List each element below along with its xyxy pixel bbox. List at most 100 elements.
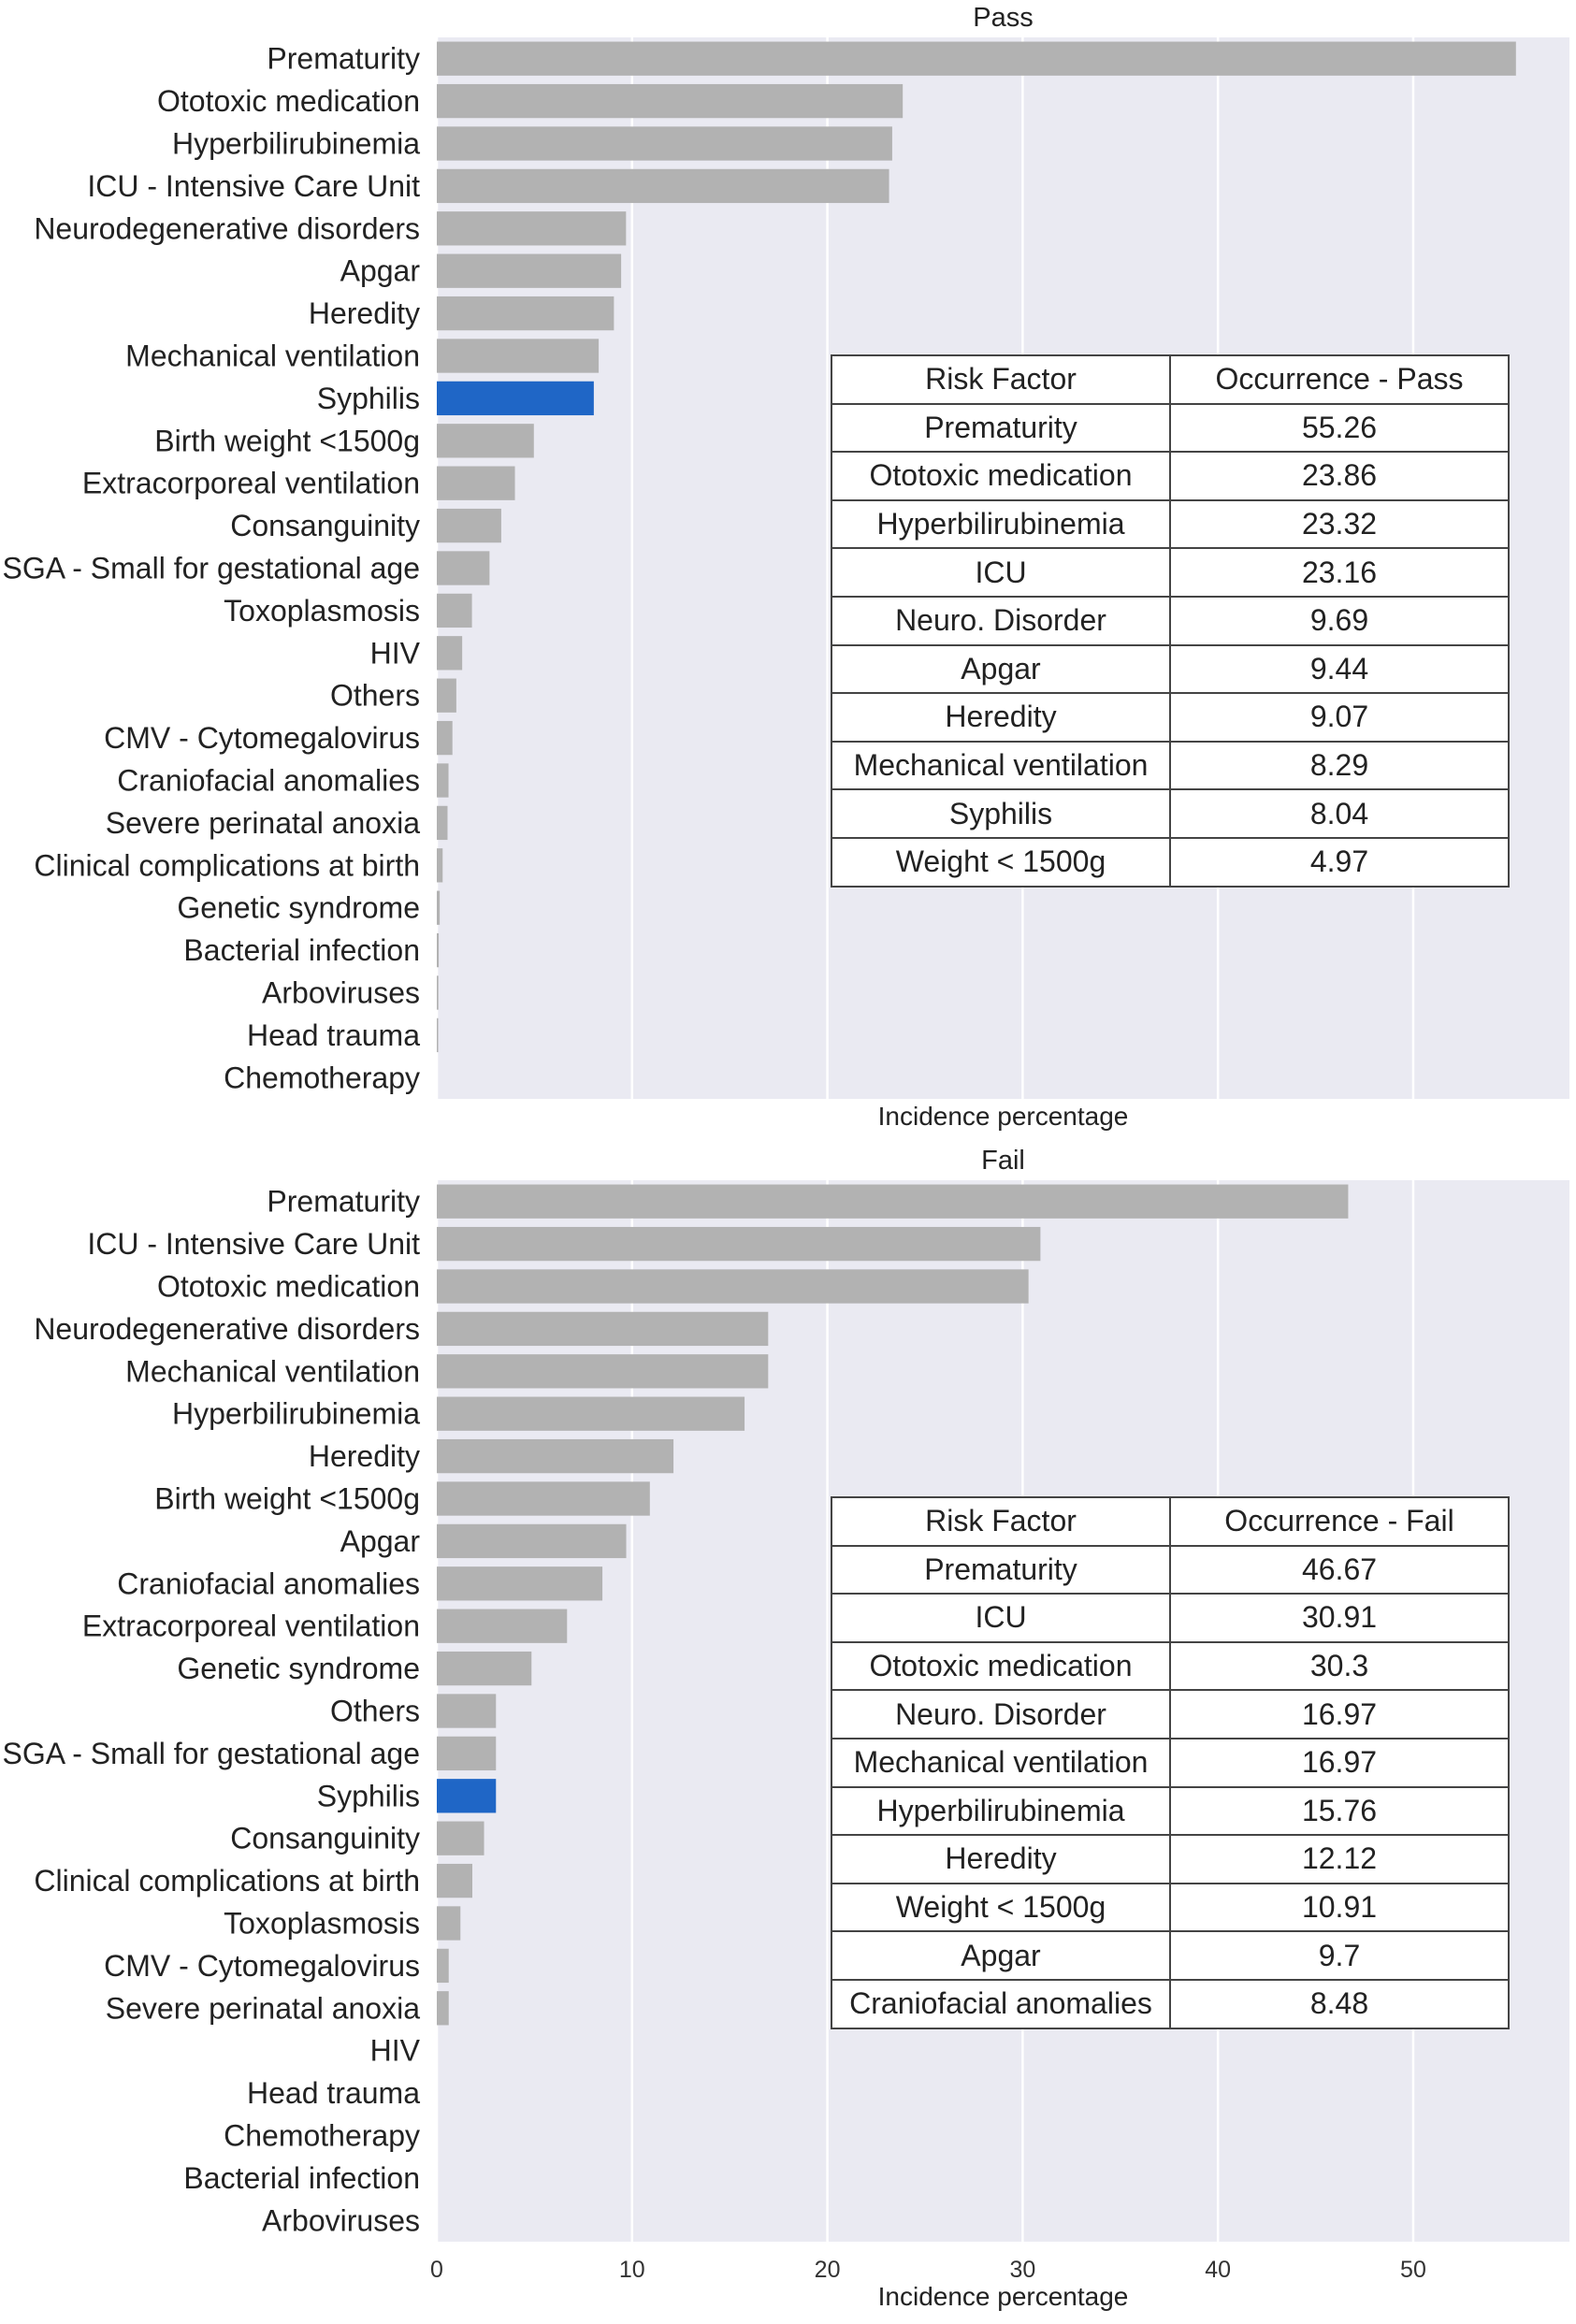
table-cell-factor: Neuro. Disorder	[831, 595, 1171, 646]
table-cell-value: 9.7	[1169, 1930, 1510, 1981]
fail-bar	[437, 1566, 603, 1601]
pass-category-label: SGA - Small for gestational age	[3, 552, 420, 585]
pass-chart-title: Pass	[973, 3, 1033, 33]
table-cell-value: 23.16	[1169, 547, 1510, 598]
fail-bar	[437, 1779, 497, 1813]
table-cell-factor: Neuro. Disorder	[831, 1689, 1171, 1739]
pass-category-label: Bacterial infection	[183, 933, 420, 967]
table-cell-value: 8.48	[1169, 1978, 1510, 2029]
pass-category-label: Ototoxic medication	[157, 84, 420, 118]
table-row: ICU 23.16	[831, 547, 1510, 598]
fail-bar	[437, 1948, 449, 1984]
table-cell-value: 46.67	[1169, 1544, 1510, 1595]
table-cell-factor: Prematurity	[831, 1544, 1171, 1595]
table-row: Mechanical ventilation 8.29	[831, 740, 1510, 791]
fail-x-tick-label: 0	[430, 2257, 443, 2283]
table-cell-value: 16.97	[1169, 1689, 1510, 1739]
table-cell-value: 23.86	[1169, 451, 1510, 501]
fail-bar	[437, 1736, 497, 1771]
fail-bar	[437, 1269, 1029, 1304]
table-cell-value: 10.91	[1169, 1882, 1510, 1933]
pass-bar	[437, 805, 448, 841]
table-row: Syphilis 8.04	[831, 788, 1510, 839]
fail-bar	[437, 1523, 627, 1559]
table-row: Apgar 9.7	[831, 1930, 1510, 1981]
pass-category-label: Birth weight <1500g	[154, 424, 420, 457]
table-cell-value: 12.12	[1169, 1834, 1510, 1884]
pass-bar	[437, 890, 441, 925]
pass-bar	[437, 168, 889, 204]
fail-table-header-factor: Risk Factor	[831, 1496, 1171, 1547]
fail-bar	[437, 1651, 532, 1686]
pass-category-label: Neurodegenerative disorders	[34, 211, 420, 245]
pass-bar	[437, 126, 892, 161]
pass-table: Risk Factor Occurrence - Pass Prematurit…	[831, 354, 1510, 888]
fail-bar	[437, 1481, 650, 1516]
table-cell-factor: Mechanical ventilation	[831, 740, 1171, 791]
fail-x-tick-label: 20	[815, 2257, 841, 2283]
table-cell-factor: Weight < 1500g	[831, 836, 1171, 888]
fail-category-label: Hyperbilirubinemia	[172, 1397, 420, 1431]
fail-category-label: Arboviruses	[262, 2203, 420, 2237]
pass-category-label: Arboviruses	[262, 976, 420, 1010]
table-row: Heredity 12.12	[831, 1834, 1510, 1884]
table-cell-value: 16.97	[1169, 1737, 1510, 1788]
table-row: Weight < 1500g 4.97	[831, 836, 1510, 888]
pass-category-label: Apgar	[340, 254, 421, 288]
pass-bar	[437, 678, 456, 713]
fail-category-label: SGA - Small for gestational age	[3, 1737, 420, 1770]
pass-bar	[437, 466, 515, 500]
fail-category-label: Syphilis	[317, 1779, 420, 1812]
table-cell-factor: Hyperbilirubinemia	[831, 498, 1171, 550]
pass-bar	[437, 975, 439, 1010]
table-row: Ototoxic medication 23.86	[831, 451, 1510, 501]
pass-x-axis-label: Incidence percentage	[878, 1102, 1129, 1131]
pass-category-label: Hyperbilirubinemia	[172, 127, 420, 161]
pass-bar	[437, 41, 1516, 76]
fail-category-label: Head trauma	[247, 2076, 420, 2110]
fail-category-label: Clinical complications at birth	[34, 1864, 420, 1898]
pass-category-label: Consanguinity	[230, 509, 420, 542]
pass-bar	[437, 551, 490, 585]
pass-category-label: Prematurity	[267, 42, 420, 76]
fail-category-label: Others	[330, 1695, 420, 1728]
table-cell-value: 15.76	[1169, 1785, 1510, 1837]
table-cell-value: 4.97	[1169, 836, 1510, 888]
pass-bar	[437, 211, 627, 246]
table-cell-factor: Ototoxic medication	[831, 1640, 1171, 1692]
pass-table-header: Risk Factor Occurrence - Pass	[831, 354, 1510, 405]
pass-category-label: Toxoplasmosis	[224, 594, 420, 628]
table-row: Neuro. Disorder 16.97	[831, 1689, 1510, 1739]
table-cell-value: 23.32	[1169, 498, 1510, 550]
table-row: ICU 30.91	[831, 1593, 1510, 1643]
fail-category-label: Toxoplasmosis	[224, 1907, 420, 1941]
fail-x-tick-label: 30	[1009, 2257, 1035, 2283]
fail-bar	[437, 1694, 497, 1728]
pass-category-label: Heredity	[309, 296, 420, 330]
table-cell-factor: Heredity	[831, 1834, 1171, 1884]
fail-category-label: Chemotherapy	[224, 2119, 420, 2153]
fail-x-axis-label: Incidence percentage	[878, 2282, 1129, 2311]
pass-category-label: Severe perinatal anoxia	[106, 806, 420, 840]
pass-category-label: Craniofacial anomalies	[117, 764, 420, 798]
table-cell-factor: Apgar	[831, 1930, 1171, 1981]
fail-category-label: Neurodegenerative disorders	[34, 1312, 420, 1346]
table-cell-factor: ICU	[831, 547, 1171, 598]
table-cell-factor: Apgar	[831, 643, 1171, 695]
pass-table-header-occurrence: Occurrence - Pass	[1169, 354, 1510, 405]
fail-category-label: Severe perinatal anoxia	[106, 1991, 420, 2025]
pass-category-label: CMV - Cytomegalovirus	[104, 721, 420, 755]
fail-bar	[437, 1609, 568, 1643]
pass-bar	[437, 1018, 439, 1053]
table-row: Mechanical ventilation 16.97	[831, 1737, 1510, 1788]
table-cell-factor: Syphilis	[831, 788, 1171, 839]
fail-bar	[437, 1906, 461, 1941]
table-row: Hyperbilirubinemia 23.32	[831, 498, 1510, 550]
table-cell-factor: Craniofacial anomalies	[831, 1978, 1171, 2029]
table-cell-value: 8.29	[1169, 740, 1510, 791]
pass-category-label: Mechanical ventilation	[125, 339, 420, 373]
table-row: Weight < 1500g 10.91	[831, 1882, 1510, 1933]
table-row: Hyperbilirubinemia 15.76	[831, 1785, 1510, 1837]
pass-category-label: Extracorporeal ventilation	[82, 467, 420, 500]
fail-category-label: ICU - Intensive Care Unit	[87, 1227, 420, 1261]
